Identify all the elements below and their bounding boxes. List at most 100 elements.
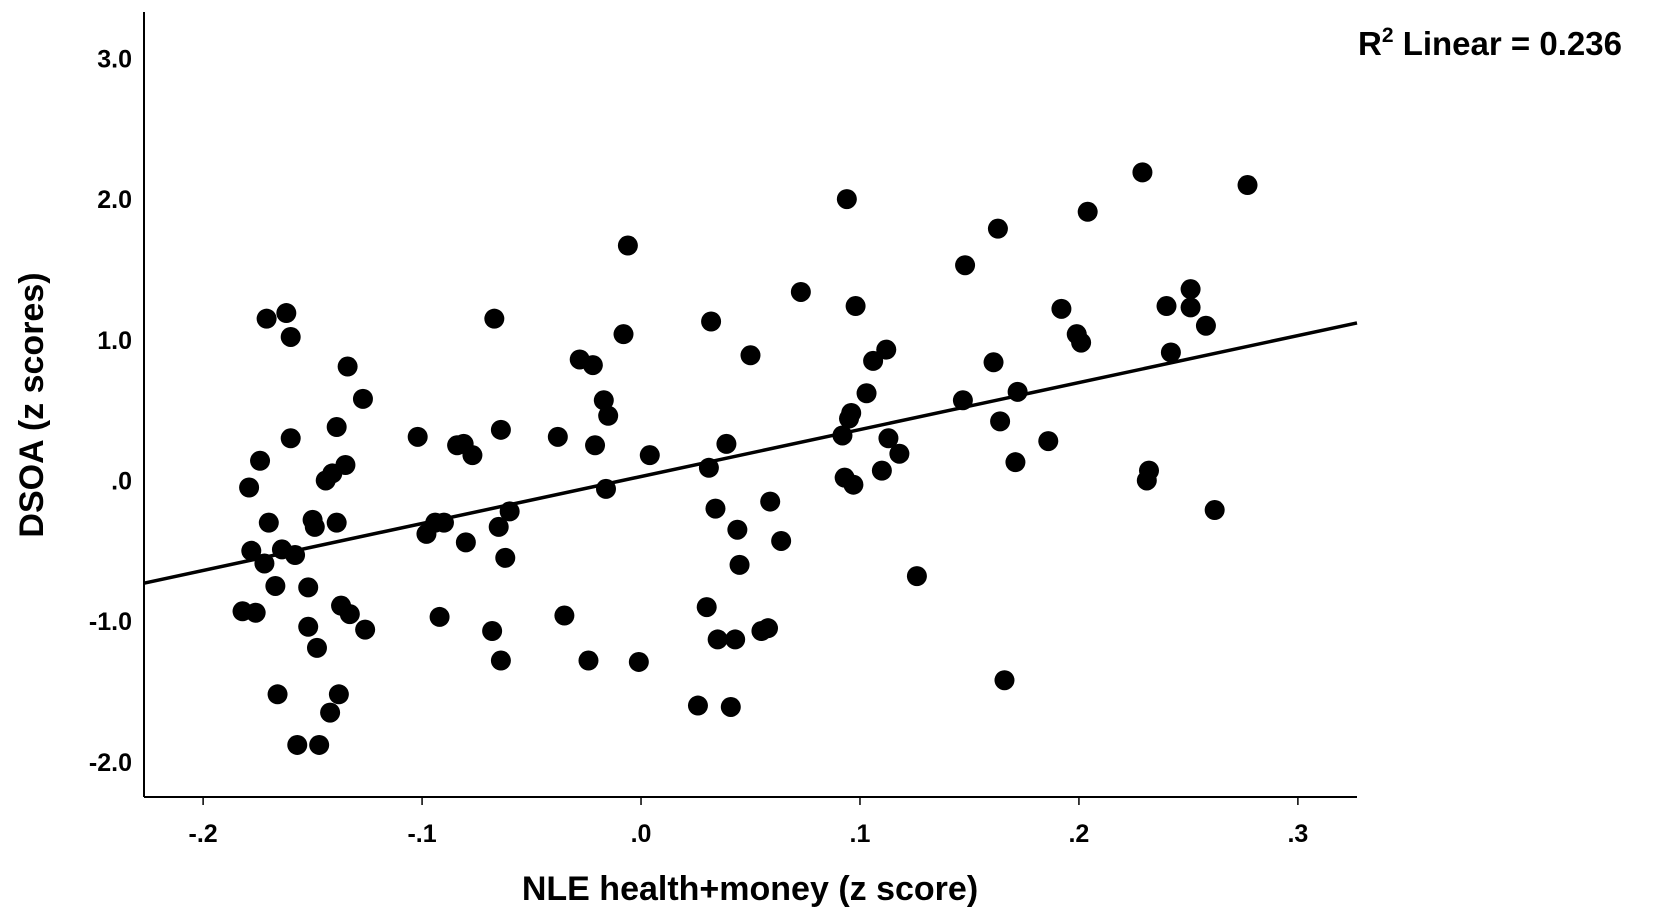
- data-point: [335, 454, 356, 475]
- r2-value: Linear = 0.236: [1394, 25, 1622, 62]
- data-point: [488, 516, 509, 537]
- data-point: [1195, 315, 1216, 336]
- y-tick-label: -1.0: [89, 608, 132, 636]
- data-point: [593, 390, 614, 411]
- data-point: [906, 566, 927, 587]
- data-point: [727, 519, 748, 540]
- data-point: [1132, 162, 1153, 183]
- data-point: [1180, 279, 1201, 300]
- data-point: [990, 411, 1011, 432]
- data-point: [337, 356, 358, 377]
- data-point: [429, 606, 450, 627]
- data-point: [729, 554, 750, 575]
- linear-fit-line: [143, 321, 1358, 585]
- data-point: [701, 311, 722, 332]
- data-point: [484, 308, 505, 329]
- data-point: [554, 605, 575, 626]
- data-point: [309, 734, 330, 755]
- data-point: [771, 530, 792, 551]
- x-tick-label: .2: [1068, 820, 1089, 848]
- data-point: [994, 670, 1015, 691]
- data-point: [1077, 201, 1098, 222]
- y-tick-label: 1.0: [97, 327, 132, 355]
- data-point: [871, 460, 892, 481]
- data-point: [455, 532, 476, 553]
- r2-superscript: 2: [1382, 24, 1394, 47]
- data-point: [306, 637, 327, 658]
- y-axis-tick-labels: 3.0 2.0 1.0 .0 -1.0 -2.0: [89, 45, 132, 776]
- data-point: [617, 235, 638, 256]
- data-point: [790, 281, 811, 302]
- data-point: [836, 189, 857, 210]
- data-point: [482, 620, 503, 641]
- y-tick-label: 2.0: [97, 186, 132, 214]
- data-point: [245, 602, 266, 623]
- x-tick-label: .3: [1287, 820, 1308, 848]
- y-tick-label: .0: [111, 467, 132, 495]
- data-point: [328, 684, 349, 705]
- data-point: [339, 604, 360, 625]
- data-point: [298, 616, 319, 637]
- x-tick-label: .1: [850, 820, 871, 848]
- data-point: [1204, 500, 1225, 521]
- data-points: [232, 162, 1258, 755]
- data-point: [490, 650, 511, 671]
- data-point: [1005, 452, 1026, 473]
- r2-linear-label: R2 Linear = 0.236: [1358, 24, 1622, 62]
- data-point: [265, 575, 286, 596]
- data-point: [582, 355, 603, 376]
- data-point: [696, 597, 717, 618]
- data-point: [578, 650, 599, 671]
- data-point: [983, 352, 1004, 373]
- data-point: [326, 512, 347, 533]
- data-point: [250, 450, 271, 471]
- data-point: [639, 445, 660, 466]
- data-point: [628, 651, 649, 672]
- data-point: [598, 405, 619, 426]
- data-point: [1071, 332, 1092, 353]
- data-point: [547, 426, 568, 447]
- data-point: [280, 326, 301, 347]
- data-point: [720, 696, 741, 717]
- x-tick-label: -.2: [189, 820, 218, 848]
- data-point: [490, 419, 511, 440]
- data-point: [613, 324, 634, 345]
- data-point: [863, 350, 884, 371]
- data-point: [276, 303, 297, 324]
- data-point: [320, 702, 341, 723]
- data-point: [355, 619, 376, 640]
- data-point: [987, 218, 1008, 239]
- data-point: [1160, 342, 1181, 363]
- data-point: [287, 734, 308, 755]
- data-point: [326, 417, 347, 438]
- x-axis-ticks: [202, 797, 1299, 805]
- data-point: [878, 428, 899, 449]
- data-point: [298, 577, 319, 598]
- data-point: [1237, 175, 1258, 196]
- x-axis-tick-labels: -.2 -.1 .0 .1 .2 .3: [189, 820, 1309, 848]
- data-point: [1180, 297, 1201, 318]
- data-point: [758, 618, 779, 639]
- data-point: [725, 629, 746, 650]
- data-point: [1051, 298, 1072, 319]
- data-point: [955, 255, 976, 276]
- y-tick-label: -2.0: [89, 749, 132, 777]
- data-point: [876, 339, 897, 360]
- data-point: [843, 474, 864, 495]
- data-point: [845, 296, 866, 317]
- data-point: [239, 477, 260, 498]
- data-point: [740, 345, 761, 366]
- data-point: [462, 445, 483, 466]
- data-point: [687, 695, 708, 716]
- data-point: [1038, 431, 1059, 452]
- data-point: [585, 435, 606, 456]
- data-point: [258, 512, 279, 533]
- data-point: [495, 547, 516, 568]
- x-axis-title: NLE health+money (z score): [522, 870, 978, 908]
- data-point: [716, 433, 737, 454]
- data-point: [841, 402, 862, 423]
- data-point: [1156, 296, 1177, 317]
- data-point: [707, 629, 728, 650]
- data-point: [1138, 460, 1159, 481]
